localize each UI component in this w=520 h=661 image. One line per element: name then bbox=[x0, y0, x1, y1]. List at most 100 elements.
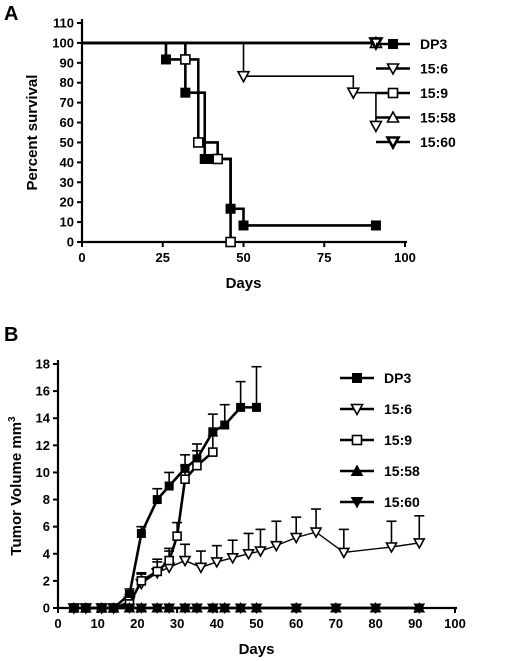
panel-b-legend-dp3-label: DP3 bbox=[384, 370, 411, 386]
panel-b-y-tick-label: 6 bbox=[43, 519, 50, 534]
panel-b-series-15-6-point bbox=[269, 540, 283, 553]
panel-b-series-dp3-point bbox=[208, 427, 218, 437]
panel-b-y-tick-label: 14 bbox=[36, 411, 51, 426]
panel-a-y-tick-label: 20 bbox=[60, 195, 74, 210]
panel-b-x-tick-label: 60 bbox=[289, 616, 303, 631]
panel-a-y-tick-label: 70 bbox=[60, 95, 74, 110]
panel-a-series-dp3-point bbox=[160, 54, 171, 65]
panel-b-series-15-60-point bbox=[218, 603, 231, 615]
panel-b-series-15-60-point bbox=[191, 603, 203, 615]
panel-a-series-15-6-point bbox=[236, 70, 251, 84]
panel-b-series-15-6 bbox=[67, 508, 426, 615]
panel-b-series-15-9-point bbox=[192, 460, 202, 471]
panel-b-legend-15-58: 15:58 bbox=[340, 463, 420, 479]
panel-b-series-dp3-point bbox=[252, 402, 261, 412]
panel-a-y-tick-label: 30 bbox=[60, 175, 74, 190]
panel-b-series-15-60-point bbox=[250, 603, 263, 615]
panel-b-series-15-6-point bbox=[242, 548, 255, 561]
panel-a-legend-15-60: 15:60 bbox=[376, 134, 456, 151]
panel-b-series-15-9-point bbox=[136, 576, 147, 586]
panel-a-y-tick-label: 60 bbox=[60, 115, 74, 130]
panel-b-series-15-60-point bbox=[79, 603, 92, 615]
panel-a-series-15-6-point bbox=[346, 87, 361, 100]
panel-b-series-15-60-point bbox=[234, 603, 247, 615]
panel-a-x-tick-label: 50 bbox=[236, 250, 250, 265]
panel-b-series-15-60-point bbox=[107, 603, 120, 615]
panel-b-y-tick-label: 10 bbox=[36, 465, 50, 480]
panel-b-series-15-9-point bbox=[180, 474, 190, 485]
panel-a-series-15-60 bbox=[82, 37, 384, 52]
panel-b-series-dp3-point bbox=[164, 481, 174, 491]
panel-a-x-axis-label: Days bbox=[226, 275, 262, 292]
panel-b-legend-15-60-swatch-marker bbox=[350, 497, 364, 509]
panel-b-label: B bbox=[4, 324, 18, 346]
panel-b-x-tick-label: 20 bbox=[130, 616, 144, 631]
panel-b-legend-15-9-swatch-marker bbox=[351, 434, 363, 446]
panel-a-legend-15-9-swatch-marker bbox=[387, 87, 399, 99]
panel-a-legend-dp3: DP3 bbox=[376, 36, 447, 52]
panel-b-legend-15-6-label: 15:6 bbox=[384, 401, 412, 417]
panel-b-series-dp3-point bbox=[220, 420, 230, 430]
panel-a-series-dp3-point bbox=[180, 87, 191, 98]
panel-b-legend-15-60-label: 15:60 bbox=[384, 494, 420, 510]
panel-a-x-tick-label: 25 bbox=[156, 250, 170, 265]
panel-a-y-tick-label: 40 bbox=[60, 155, 74, 170]
panel-b-series-15-9-point bbox=[152, 566, 163, 577]
panel-a-legend-15-58: 15:58 bbox=[376, 110, 456, 126]
panel-a-series-dp3-point bbox=[370, 220, 381, 231]
panel-a-series-15-6-line bbox=[82, 42, 377, 126]
panel-a-series-15-9 bbox=[82, 41, 236, 248]
panel-a-y-axis-label: Percent survival bbox=[24, 75, 41, 191]
panel-a-series-15-6 bbox=[82, 42, 383, 134]
panel-b-series-15-6-point bbox=[226, 553, 240, 565]
panel-b-series-15-6-point bbox=[289, 532, 303, 545]
panel-b-legend-15-60: 15:60 bbox=[340, 494, 420, 510]
panel-b-x-tick-label: 30 bbox=[170, 616, 184, 631]
panel-b-legend-15-6: 15:6 bbox=[340, 401, 412, 417]
panel-b-series-15-60 bbox=[68, 603, 426, 615]
panel-b-legend-15-9-label: 15:9 bbox=[384, 432, 412, 448]
panel-b-series-15-60-point bbox=[151, 603, 164, 615]
panel-b-legend-dp3-swatch-marker bbox=[352, 373, 362, 383]
panel-b-series-15-9 bbox=[69, 435, 218, 613]
panel-b-y-axis-label-superscript: 3 bbox=[7, 416, 18, 422]
panel-b-series-dp3-point bbox=[152, 495, 162, 505]
panel-b-y-tick-label: 4 bbox=[43, 546, 51, 561]
panel-b-series-15-6-point bbox=[178, 555, 192, 568]
panel-b-series-15-60-point bbox=[413, 603, 426, 615]
panel-a-y-tick-label: 110 bbox=[53, 16, 74, 31]
panel-b-y-tick-label: 16 bbox=[36, 384, 50, 399]
panel-b-x-tick-label: 80 bbox=[368, 616, 382, 631]
panel-a-x-tick-label: 100 bbox=[394, 250, 416, 265]
panel-a-series-15-6-point bbox=[369, 120, 383, 134]
panel-b-y-axis-label: Tumor Volume mm3 bbox=[7, 416, 25, 556]
panel-b-x-tick-label: 10 bbox=[90, 616, 104, 631]
panel-a-series-dp3-line bbox=[82, 41, 376, 227]
panel-b-series-15-6-point bbox=[194, 562, 208, 574]
panel-b-legend-15-6-swatch-marker bbox=[350, 403, 364, 417]
panel-b-series-15-9-point bbox=[164, 555, 174, 566]
panel-b-series-15-6-point bbox=[210, 557, 224, 569]
panel-b-series-15-6-point bbox=[412, 538, 426, 550]
panel-b-x-tick-label: 100 bbox=[444, 616, 466, 631]
panel-b-series-dp3 bbox=[69, 365, 262, 613]
panel-a-legend-15-9-label: 15:9 bbox=[420, 85, 448, 101]
panel-a-label: A bbox=[4, 3, 18, 25]
tumor-volume-chart: 0 2 4 6 8 10 12 14 16 18 0 10 20 30 40 50 60 70 80 90 100 Day… bbox=[7, 357, 466, 659]
panel-b-x-tick-label: 40 bbox=[210, 616, 224, 631]
panel-b-series-15-6-point bbox=[385, 542, 398, 554]
panel-a-x-tick-label: 75 bbox=[317, 250, 331, 265]
panel-a-series-15-9-line bbox=[82, 41, 232, 242]
panel-b-series-dp3-line bbox=[73, 406, 257, 610]
panel-b-legend-15-58-label: 15:58 bbox=[384, 463, 420, 479]
panel-b-y-tick-label: 0 bbox=[43, 601, 50, 616]
panel-b-series-15-60-point bbox=[206, 603, 219, 615]
panel-b-y-tick-label: 12 bbox=[36, 438, 50, 453]
panel-a-series-15-9-point bbox=[212, 153, 223, 165]
panel-b-series-15-60-point bbox=[179, 603, 191, 615]
panel-b-series-15-9-point bbox=[172, 531, 182, 541]
panel-b-series-15-9-point bbox=[208, 447, 218, 457]
panel-a-legend-15-6: 15:6 bbox=[376, 61, 448, 77]
panel-a-legend-15-6-label: 15:6 bbox=[420, 61, 448, 77]
